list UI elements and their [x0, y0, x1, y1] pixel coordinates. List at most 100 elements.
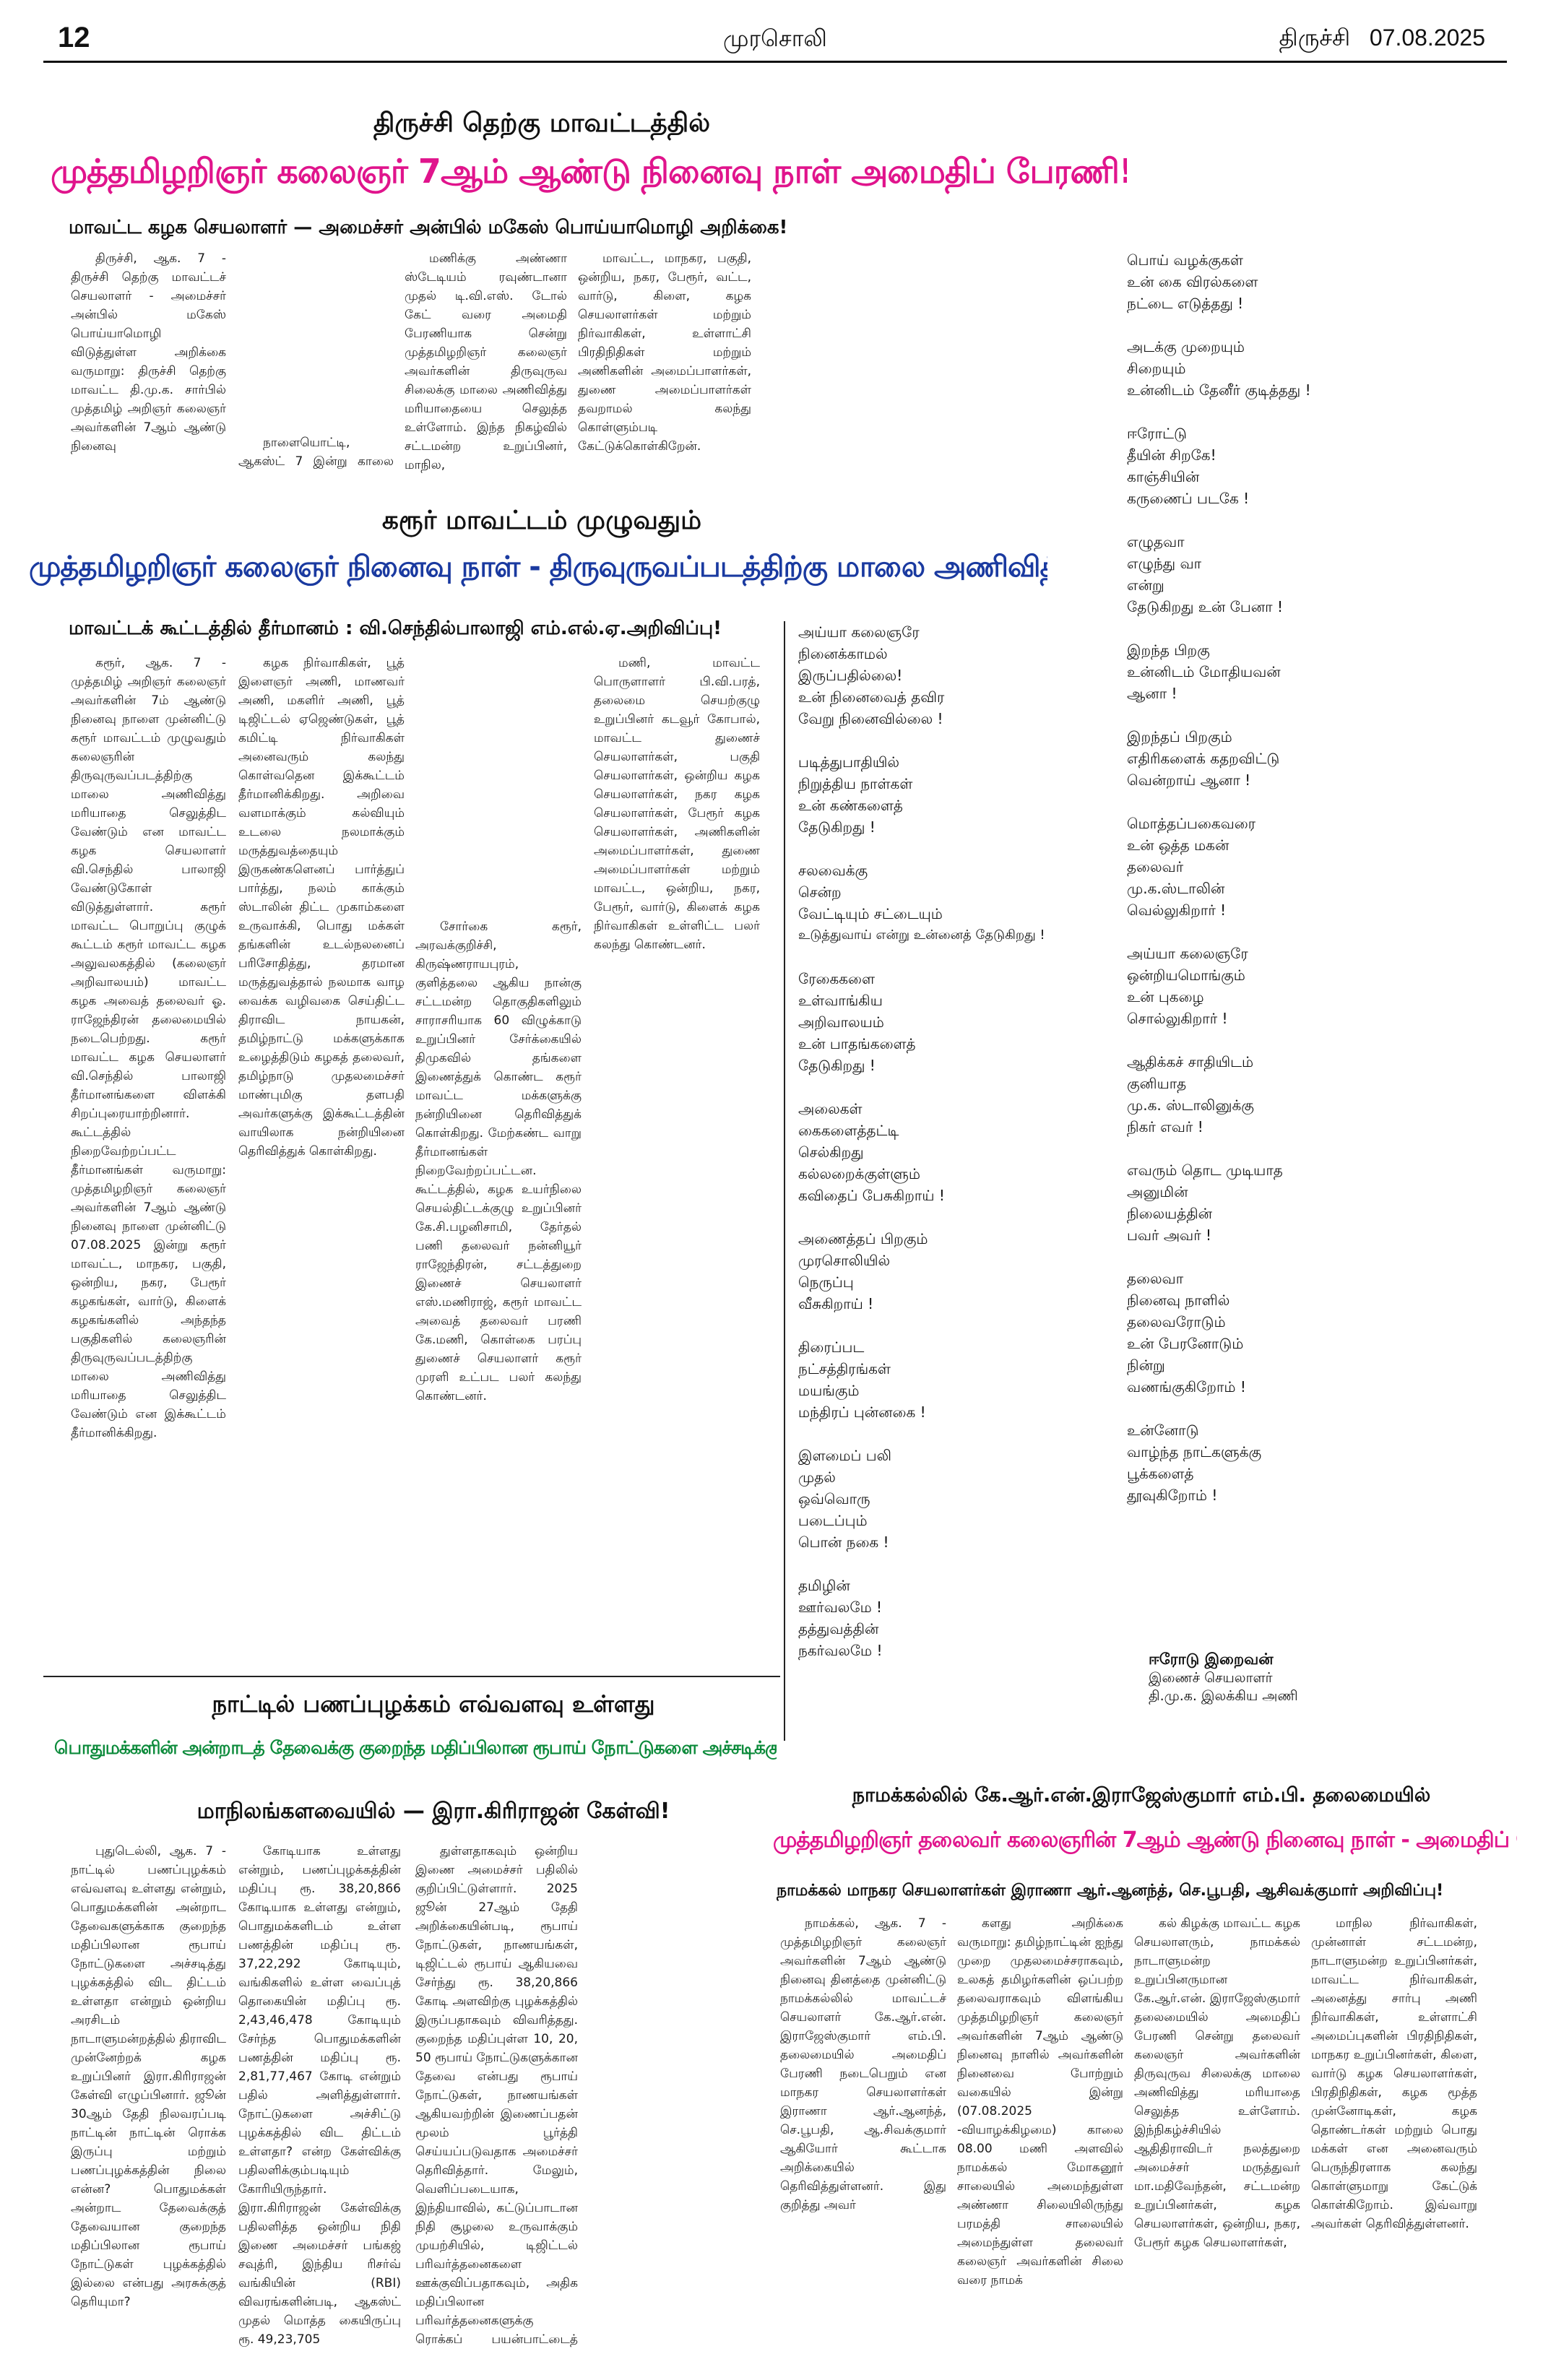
- poem-stanza: அணைத்தப் பிறகும் முரசொலியில் நெருப்பு வீசுக…: [798, 1228, 1109, 1315]
- poem-line: இருப்பதில்லை!: [798, 667, 903, 684]
- story3-col-3-text: துள்ளதாகவும் ஒன்றிய இணை அமைச்சர் பதிலில்…: [415, 1844, 578, 2347]
- poem-line: சொல்லுகிறார் !: [1127, 1010, 1228, 1027]
- poem-line: தமிழின்: [798, 1577, 850, 1594]
- poem-line: உன் பேரனோடும்: [1127, 1335, 1244, 1352]
- poem-line: குனியாத: [1127, 1075, 1187, 1092]
- story1-col-4-text: மாவட்ட, மாநகர, பகுதி, ஒன்றிய, நகர, பேரூர…: [578, 251, 751, 454]
- poem-line: ஆதிக்கச் சாதியிடம்: [1127, 1053, 1254, 1070]
- poem-line: மொத்தப்பகைவரை: [1127, 815, 1256, 832]
- poem-stanza: ரேகைகளை உள்வாங்கிய அறிவாலயம் உன் பாதங்களைத்…: [798, 968, 1109, 1076]
- poem-line: அனுமின்: [1127, 1183, 1188, 1200]
- poem-line: பொன் நகை !: [798, 1533, 889, 1551]
- story2-col-3: சோர்கை கரூர், அரவக்குறிச்சி, கிருஷ்ணராயப…: [415, 917, 582, 1665]
- story3-col-2: கோடியாக உள்ளது என்றும், பணப்புழக்கத்தின்…: [238, 1842, 401, 2347]
- poem-stanza: இறந்த பிறகு உன்னிடம் மோதியவன் ஆனா !: [1127, 639, 1503, 704]
- poem-divider: [784, 621, 785, 1741]
- poem-line: உன்னோடு: [1127, 1421, 1199, 1439]
- poem-line: உன் ஒத்த மகன்: [1127, 836, 1229, 854]
- poem-line: மு.க.ஸ்டாலின்: [1127, 880, 1225, 897]
- poem-signature: ஈரோடு இறைவன் இணைச் செயலாளர் தி.மு.க. இலக…: [1149, 1650, 1481, 1706]
- story4-col-4-text: மாநில நிர்வாகிகள், முன்னாள் சட்டமன்ற, நா…: [1311, 1916, 1477, 2231]
- story3-headline: பொதுமக்களின் அன்றாடத் தேவைக்கு குறைந்த ம…: [54, 1737, 777, 1758]
- poem-line: சலவைக்கு: [798, 862, 868, 879]
- poem-line: உன் கண்களைத்: [798, 797, 903, 814]
- poem-line: ஒன்றியமொங்கும்: [1127, 966, 1245, 984]
- poem-stanza: ஆதிக்கச் சாதியிடம் குனியாத மு.க. ஸ்டாலினுக…: [1127, 1051, 1503, 1138]
- poem-line: வேட்டியும் சட்டையும்: [798, 905, 943, 922]
- page-header: 12 முரசொலி திருச்சி 07.08.2025: [43, 20, 1507, 56]
- story2-headline: முத்தமிழறிஞர் கலைஞர் நினைவு நாள் - திருவ…: [29, 550, 1047, 584]
- story4-col-2-text: களது அறிக்கை வருமாறு: தமிழ்நாட்டின் ஐந்த…: [957, 1916, 1123, 2288]
- story1-col-3-text: மணிக்கு அண்ணா ஸ்டேடியம் ரவுண்டானா முதல் …: [405, 251, 567, 472]
- edition-date: 07.08.2025: [1369, 25, 1485, 51]
- story2-kicker: கரூர் மாவட்டம் முழுவதும்: [381, 506, 702, 535]
- poem-stanza: சலவைக்கு சென்ற வேட்டியும் சட்டையும் உடுத்து…: [798, 860, 1109, 946]
- poem-line: தத்துவத்தின்: [798, 1620, 879, 1637]
- poem-line: தலைவா: [1127, 1270, 1184, 1287]
- section-rule: [43, 1676, 780, 1677]
- poem-line: உன்னிடம் தேனீர் குடித்தது !: [1127, 381, 1311, 399]
- poem-stanza: ஈரோட்டு தீயின் சிறகே! காஞ்சியின் கருணைப் பட…: [1127, 423, 1503, 509]
- story4-deck: நாமக்கல் மாநகர செயலாளர்கள் இராணா ஆர்.ஆனந…: [777, 1882, 1444, 1900]
- poem-line: நினைக்காமல்: [798, 645, 888, 662]
- poem-stanza: தலைவா நினைவு நாளில் தலைவரோடும் உன் பேரனோடும…: [1127, 1268, 1503, 1398]
- poem-line: அய்யா கலைஞரே: [1127, 945, 1248, 962]
- story2-col-1: கரூர், ஆக. 7 - முத்தமிழ் அறிஞர் கலைஞர் அ…: [71, 654, 226, 1665]
- edition-line: திருச்சி 07.08.2025: [1279, 25, 1485, 54]
- poem-line: தலைவரோடும்: [1127, 1313, 1226, 1330]
- story4-col-3-text: கல் கிழக்கு மாவட்ட கழக செயலாளரும், நாமக்…: [1134, 1916, 1300, 2250]
- poem-line: எழுதவா: [1127, 533, 1185, 550]
- poem-line: இறந்தப் பிறகும்: [1127, 728, 1232, 745]
- poem-line: முதல்: [798, 1468, 836, 1486]
- story4-col-3: கல் கிழக்கு மாவட்ட கழக செயலாளரும், நாமக்…: [1134, 1914, 1300, 2347]
- page-number: 12: [58, 22, 90, 53]
- poem-line: நகர்வலமே !: [798, 1642, 883, 1659]
- story1-col-1-text: திருச்சி, ஆக. 7 - திருச்சி தெற்கு மாவட்ட…: [71, 251, 226, 454]
- poem-line: வேறு நினைவில்லை !: [798, 710, 943, 727]
- poem-line: நினைவு நாளில்: [1127, 1291, 1230, 1309]
- poem-line: நின்று: [1127, 1356, 1165, 1374]
- story1-col-1: திருச்சி, ஆக. 7 - திருச்சி தெற்கு மாவட்ட…: [71, 249, 226, 473]
- story4-col-1: நாமக்கல், ஆக. 7 - முத்தமிழறிஞர் கலைஞர் அ…: [780, 1914, 946, 2347]
- poem-line: கல்லறைக்குள்ளும்: [798, 1165, 920, 1182]
- poem-line: நட்சத்திரங்கள்: [798, 1360, 891, 1377]
- story4-headline: முத்தமிழறிஞர் தலைவர் கலைஞரின் 7ஆம் ஆண்டு…: [773, 1827, 1517, 1853]
- poem-line: ஆனா !: [1127, 685, 1177, 702]
- story4-col-1-text: நாமக்கல், ஆக. 7 - முத்தமிழறிஞர் கலைஞர் அ…: [780, 1916, 946, 2212]
- poem-right: பொய் வழக்குகள் உன் கை விரல்களை நட்டை எடுத்…: [1127, 249, 1503, 1694]
- story3-col-2-text: கோடியாக உள்ளது என்றும், பணப்புழக்கத்தின்…: [238, 1844, 401, 2347]
- poem-stanza: மொத்தப்பகைவரை உன் ஒத்த மகன் தலைவர் மு.க.ஸ்ட…: [1127, 813, 1503, 921]
- story3-col-3: துள்ளதாகவும் ஒன்றிய இணை அமைச்சர் பதிலில்…: [415, 1842, 578, 2347]
- poem-line: எழுந்து வா: [1127, 555, 1202, 572]
- poem-line: எவரும் தொட முடியாத: [1127, 1161, 1283, 1179]
- poem-line: தேடுகிறது !: [798, 818, 876, 836]
- poem-stanza: அய்யா கலைஞரே நினைக்காமல் இருப்பதில்லை! உன் …: [798, 621, 1109, 730]
- story1-kicker: திருச்சி தெற்கு மாவட்டத்தில்: [373, 108, 711, 138]
- poem-left: அய்யா கலைஞரே நினைக்காமல் இருப்பதில்லை! உன் …: [798, 621, 1109, 1741]
- poem-line: மயங்கும்: [798, 1382, 860, 1399]
- poem-line: சென்ற: [798, 883, 842, 901]
- paper-name: முரசொலி: [723, 25, 827, 52]
- poem-line: உன் நினைவைத் தவிர: [798, 688, 945, 706]
- story3-col-1-text: புதுடெல்லி, ஆக. 7 - நாட்டில் பணப்புழக்கம…: [71, 1844, 226, 2309]
- poem-line: என்று: [1127, 576, 1164, 594]
- poem-line: அடக்கு முறையும்: [1127, 338, 1245, 355]
- story2-col-4: மணி, மாவட்ட பொருளாளர் பி.வி.பரத், தலைமை …: [594, 654, 760, 1665]
- edition-city: திருச்சி: [1279, 25, 1351, 51]
- story2-col-4-text: மணி, மாவட்ட பொருளாளர் பி.வி.பரத், தலைமை …: [594, 656, 760, 952]
- poem-line: உடுத்துவாய் என்று உன்னைத் தேடுகிறது !: [798, 927, 1045, 943]
- poem-stanza: அடக்கு முறையும் சிறையும் உன்னிடம் தேனீர் க…: [1127, 336, 1503, 401]
- poem-line: வாழ்ந்த நாட்களுக்கு: [1127, 1443, 1262, 1461]
- poem-line: நிலையத்தின்: [1127, 1205, 1213, 1222]
- poem-line: பூக்களைத்: [1127, 1465, 1194, 1482]
- poem-line: நிறுத்திய நாள்கள்: [798, 775, 913, 792]
- poem-line: சிறையும்: [1127, 360, 1186, 377]
- poem-line: மந்திரப் புன்னகை !: [798, 1403, 926, 1421]
- story2-col-3-text: சோர்கை கரூர், அரவக்குறிச்சி, கிருஷ்ணராயப…: [415, 919, 582, 1403]
- poem-stanza: எவரும் தொட முடியாத அனுமின் நிலையத்தின் பவர்…: [1127, 1159, 1503, 1246]
- poem-line: பவர் அவர் !: [1127, 1226, 1212, 1244]
- poet-org: தி.மு.க. இலக்கிய அணி: [1149, 1688, 1298, 1704]
- story1-col-4: மாவட்ட, மாநகர, பகுதி, ஒன்றிய, நகர, பேரூர…: [578, 249, 751, 473]
- poem-line: அலைகள்: [798, 1100, 863, 1117]
- poem-line: அறிவாலயம்: [798, 1013, 884, 1031]
